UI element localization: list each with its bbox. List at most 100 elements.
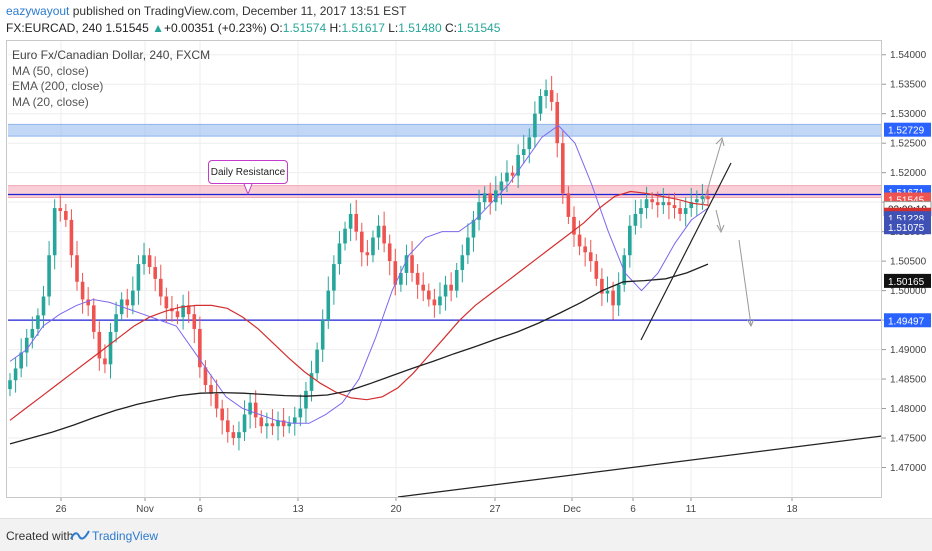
candle-body: [41, 296, 46, 316]
candle-body: [415, 272, 420, 285]
candle-body: [19, 352, 23, 369]
y-tick-label: 1.52500: [890, 139, 927, 150]
legend-title: Euro Fx/Canadian Dollar, 240, FXCM: [12, 48, 211, 62]
candle-body: [24, 337, 29, 353]
candle-body: [209, 384, 213, 394]
candle-body: [561, 143, 565, 194]
chart-legend: Euro Fx/Canadian Dollar, 240, FXCM MA (5…: [12, 48, 210, 110]
candle-body: [605, 290, 610, 294]
candle-body: [600, 278, 604, 294]
candle-body: [404, 255, 409, 273]
candle-body: [186, 305, 191, 315]
candle-body: [533, 113, 537, 138]
drawings-layer: [243, 137, 883, 498]
open-label: O:: [270, 21, 283, 35]
low-value: 1.51480: [398, 21, 442, 35]
candle-body: [510, 172, 515, 176]
high-value: 1.51617: [341, 21, 385, 35]
candle-body: [661, 202, 666, 206]
candle-body: [298, 408, 303, 418]
candle-body: [337, 243, 342, 265]
candle-body: [231, 432, 236, 439]
ema200-line: [9, 263, 709, 445]
projection-up-arrow: [702, 139, 723, 206]
candle-body: [527, 137, 532, 150]
candle-body: [494, 190, 498, 203]
candle-body: [91, 305, 96, 332]
candle-body: [225, 420, 230, 433]
candle-body: [13, 368, 18, 381]
price-tag-label: 1.51228: [888, 214, 925, 225]
candle-body: [315, 349, 319, 374]
author-link[interactable]: eazywayout: [6, 4, 70, 18]
legend-item-ma50[interactable]: MA (50, close): [12, 63, 89, 78]
candle-body: [371, 237, 375, 256]
tradingview-link[interactable]: TradingView: [92, 529, 159, 543]
candle-body: [706, 196, 710, 200]
x-tick-label: 11: [686, 504, 697, 515]
candle-body: [181, 305, 185, 318]
callout-pointer: [243, 183, 253, 196]
legend-item-ma20[interactable]: MA (20, close): [12, 94, 89, 109]
y-tick-label: 1.47000: [890, 463, 927, 474]
candle-body: [248, 402, 252, 415]
y-tick-label: 1.54000: [890, 50, 927, 61]
x-tick-label: 18: [786, 504, 798, 515]
candle-body: [203, 367, 208, 385]
candle-body: [69, 219, 74, 256]
y-tick-label: 1.53500: [890, 80, 927, 91]
candle-body: [198, 328, 202, 368]
candle-body: [114, 314, 118, 332]
candle-body: [499, 181, 504, 191]
long-trend-line: [397, 435, 883, 498]
price-zone: [8, 185, 882, 198]
price-tag-label: 1.51075: [888, 223, 925, 234]
price-chart[interactable]: 1.54000 1.53500 1.53000 1.52500 1.52000 1.515…: [0, 0, 932, 518]
candle-body: [544, 90, 548, 97]
candle-body: [259, 417, 264, 427]
close-label: C:: [444, 21, 457, 35]
candle-body: [359, 231, 364, 253]
price-zone: [8, 124, 882, 137]
candle-body: [131, 290, 135, 306]
candle-body: [695, 199, 699, 203]
candle-body: [488, 193, 493, 203]
price-tag-label: 1.49497: [888, 316, 925, 327]
candle-body: [86, 299, 90, 306]
ma50-line: [9, 190, 709, 421]
candle-body: [393, 261, 398, 285]
candle-body: [242, 414, 247, 433]
legend-item-ema200[interactable]: EMA (200, close): [12, 79, 104, 93]
zone-layer: [8, 123, 882, 321]
candle-body: [125, 299, 130, 306]
candle-body: [516, 154, 520, 176]
projection-down-long: [738, 239, 752, 326]
chart-frame: [6, 40, 882, 498]
candle-body: [220, 408, 224, 421]
y-tick-label: 1.53000: [890, 109, 927, 120]
daily-resistance-callout[interactable]: Daily Resistance: [208, 160, 288, 184]
candle-body: [650, 199, 654, 203]
candle-body: [549, 90, 554, 102]
candle-body: [555, 101, 560, 144]
candle-body: [399, 272, 403, 285]
candle-body: [253, 402, 258, 418]
candle-body: [153, 267, 157, 279]
candle-body: [108, 331, 113, 365]
candle-body: [30, 328, 35, 338]
price-axis: 1.54000 1.53500 1.53000 1.52500 1.52000 1.515…: [882, 50, 932, 474]
created-with-label: Created with: [6, 529, 74, 543]
candle-body: [80, 281, 85, 300]
candle-body: [320, 320, 325, 350]
x-tick-label: 6: [197, 504, 203, 515]
candle-body: [683, 208, 688, 214]
y-tick-label: 1.52000: [890, 168, 927, 179]
candle-body: [432, 299, 437, 306]
candle-body: [354, 213, 359, 232]
candle-body: [265, 423, 269, 427]
projection-down-short: [715, 209, 722, 231]
candle-body: [142, 255, 146, 265]
candle-body: [281, 420, 286, 427]
open-value: 1.51574: [282, 21, 327, 35]
candle-body: [588, 252, 593, 262]
